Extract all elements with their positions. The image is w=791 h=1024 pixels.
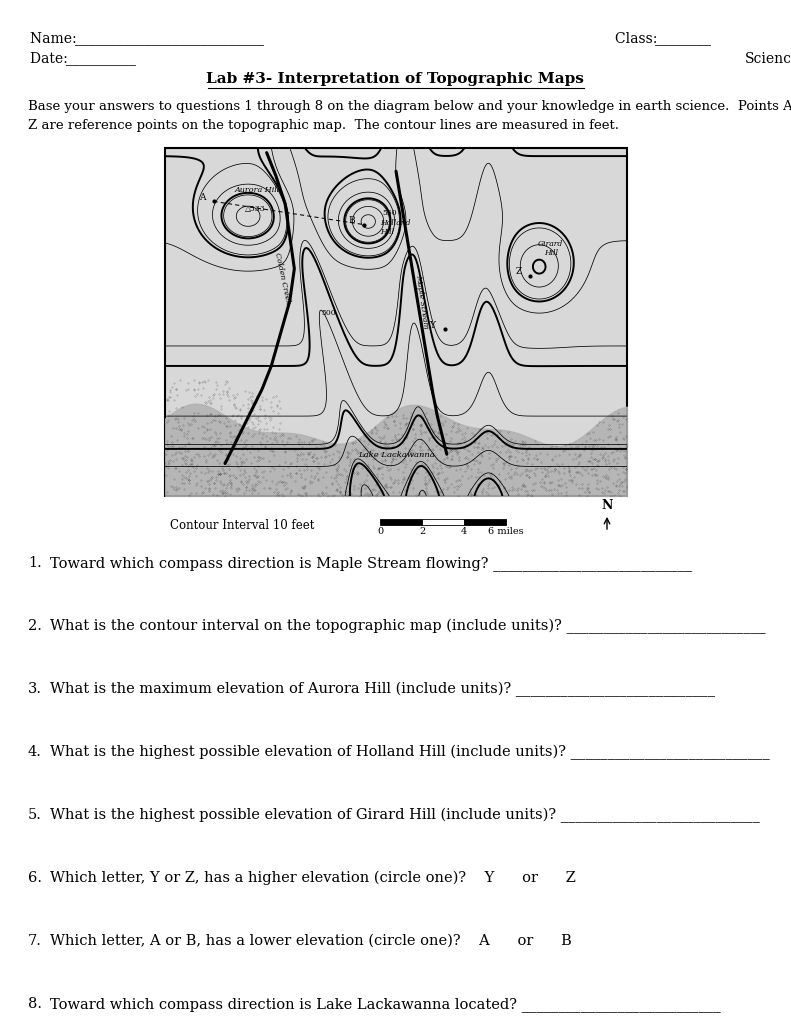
Text: 550: 550 [382,209,397,217]
Text: 500: 500 [322,309,336,317]
Text: Science: Science [745,52,791,66]
Text: Class:: Class: [615,32,662,46]
Text: 2.: 2. [28,618,42,633]
Text: Y: Y [430,321,435,330]
Text: What is the highest possible elevation of Holland Hill (include units)? ________: What is the highest possible elevation o… [50,745,770,760]
Text: Aurora Hill: Aurora Hill [235,186,280,195]
Text: Which letter, Y or Z, has a higher elevation (circle one)?    Y      or      Z: Which letter, Y or Z, has a higher eleva… [50,871,576,886]
Text: B: B [349,216,355,225]
Text: Maple Stream: Maple Stream [414,273,430,329]
Text: Name:: Name: [30,32,81,46]
Text: 1.: 1. [28,556,42,570]
Text: __________: __________ [66,52,136,66]
Text: Base your answers to questions 1 through 8 on the diagram below and your knowled: Base your answers to questions 1 through… [28,100,791,132]
Bar [464,519,506,525]
Text: Contour Interval 10 feet: Contour Interval 10 feet [170,519,314,532]
Bar [165,148,627,496]
Text: 7.: 7. [28,934,42,948]
Text: 6 miles: 6 miles [488,527,524,536]
Text: ________: ________ [655,32,711,46]
Text: 0: 0 [377,527,383,536]
Text: A: A [199,193,206,202]
Text: 3.: 3. [28,682,42,696]
Text: What is the maximum elevation of Aurora Hill (include units)? __________________: What is the maximum elevation of Aurora … [50,682,715,697]
Text: Lab #3- Interpretation of Topographic Maps: Lab #3- Interpretation of Topographic Ma… [206,72,584,86]
Text: What is the highest possible elevation of Girard Hill (include units)? _________: What is the highest possible elevation o… [50,808,760,823]
Text: 4.: 4. [28,745,42,759]
Text: △533: △533 [244,205,266,213]
Text: 6.: 6. [28,871,42,885]
Text: 4: 4 [461,527,467,536]
Text: Toward which compass direction is Lake Lackawanna located? _____________________: Toward which compass direction is Lake L… [50,997,721,1012]
Bar [380,519,422,525]
Text: 5.: 5. [28,808,42,822]
Text: 2: 2 [419,527,425,536]
Text: Which letter, A or B, has a lower elevation (circle one)?    A      or      B: Which letter, A or B, has a lower elevat… [50,934,572,948]
Text: Date:: Date: [30,52,72,66]
Text: Lake Lackawanna: Lake Lackawanna [358,451,434,459]
Bar [422,519,464,525]
Text: ___________________________: ___________________________ [75,32,264,46]
Text: Z: Z [516,267,521,276]
Text: N: N [601,499,613,512]
Text: What is the contour interval on the topographic map (include units)? ___________: What is the contour interval on the topo… [50,618,766,634]
Text: Holland
Hill: Holland Hill [380,219,411,236]
Text: Toward which compass direction is Maple Stream flowing? ________________________: Toward which compass direction is Maple … [50,556,692,570]
Text: Girard
Hill: Girard Hill [538,240,563,257]
Text: 8.: 8. [28,997,42,1011]
Text: Colden Creek: Colden Creek [274,251,292,304]
